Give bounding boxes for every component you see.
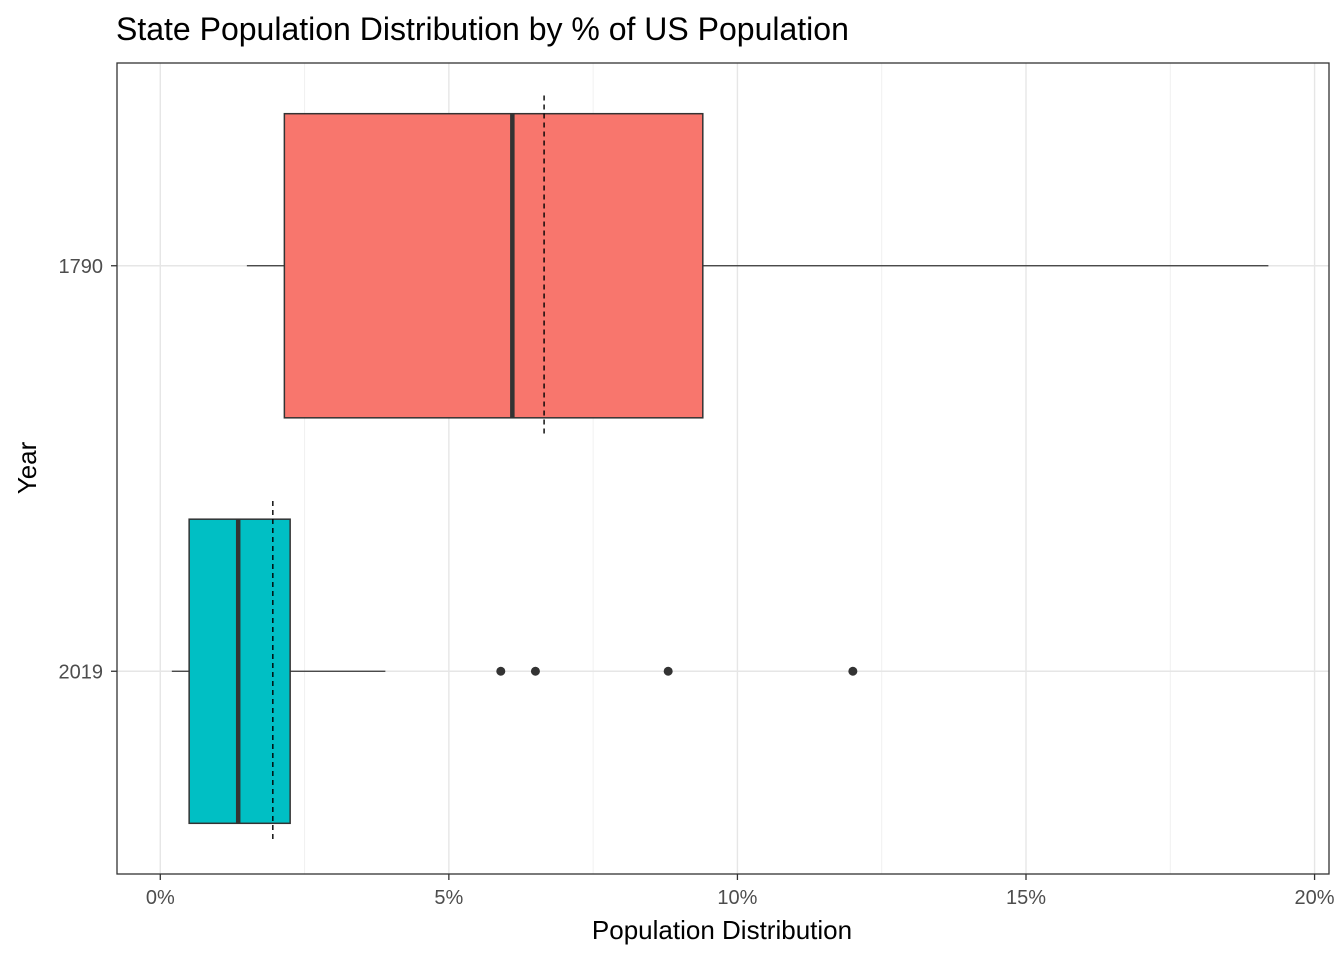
x-axis-title: Population Distribution	[592, 915, 852, 945]
outlier-point	[663, 666, 673, 676]
panel-border	[116, 62, 1330, 875]
outlier-point	[496, 666, 506, 676]
x-tick-label: 15%	[1006, 887, 1046, 909]
boxes	[171, 95, 1269, 842]
outlier-point	[530, 666, 540, 676]
box-1790	[246, 95, 1269, 437]
x-axis-ticks: 0% 5% 10% 15% 20%	[146, 874, 1335, 909]
outlier-point	[848, 666, 858, 676]
box-iqr	[283, 112, 704, 419]
box-2019	[171, 500, 858, 842]
x-tick-label: 5%	[434, 887, 463, 909]
y-tick-label: 1790	[59, 256, 104, 278]
y-axis-ticks: 1790 2019	[59, 256, 117, 683]
x-tick-label: 0%	[146, 887, 175, 909]
y-axis-title: Year	[12, 441, 42, 494]
y-tick-label: 2019	[59, 661, 104, 683]
x-tick-label: 20%	[1295, 887, 1335, 909]
x-tick-label: 10%	[717, 887, 757, 909]
chart-title: State Population Distribution by % of US…	[116, 11, 849, 47]
